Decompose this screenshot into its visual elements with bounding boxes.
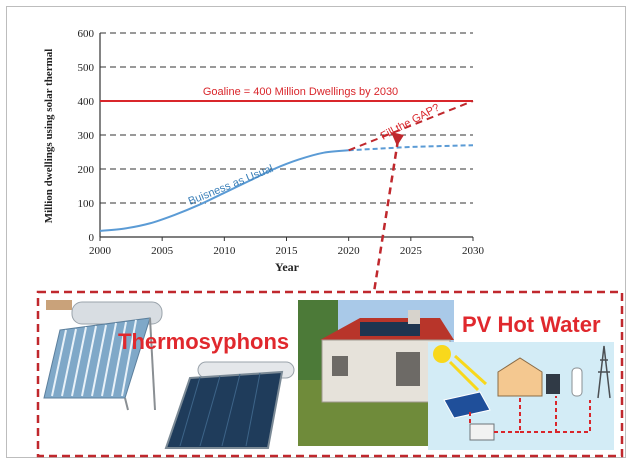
x-tick-label: 2015 [276,245,299,257]
series-line [348,100,474,152]
axes [99,33,474,241]
series-lines [99,100,474,232]
figure-frame [6,6,626,458]
series-line [348,144,474,152]
flat-plate-collector-image [164,361,295,449]
x-tick-label: 2000 [89,245,112,257]
pv-hot-water-diagram [428,342,614,450]
gap-annotation: Fill the GAP? [379,102,442,143]
y-tick-label: 0 [89,232,95,244]
y-tick-labels: 0 100 200 300 400 500 600 [78,28,95,244]
thermosyphons-label: Thermosyphons [118,329,289,354]
y-tick-label: 200 [78,164,95,176]
x-axis-title: Year [275,260,300,274]
x-tick-label: 2025 [400,245,423,257]
y-tick-label: 600 [78,28,95,40]
y-tick-label: 100 [78,198,95,210]
x-tick-label: 2020 [338,245,361,257]
pv-hot-water-label: PV Hot Water [462,312,601,337]
evacuated-tube-collector-image [43,300,163,411]
y-axis-title: Million dwellings using solar thermal [43,49,55,224]
gap-connector-arrow [372,139,400,293]
solutions-panel [36,290,624,458]
x-tick-label: 2005 [151,245,174,257]
gap-arrowhead [391,132,404,146]
goal-line-label: Goaline = 400 Million Dwellings by 2030 [203,86,398,98]
x-tick-label: 2030 [462,245,485,257]
series-line [99,149,349,232]
bau-annotation: Buisness as Usual [187,163,275,208]
y-tick-label: 400 [78,96,95,108]
x-tick-label: 2010 [213,245,236,257]
y-tick-label: 300 [78,130,95,142]
y-tick-label: 500 [78,62,95,74]
x-tick-labels: 2000 2005 2010 2015 2020 2025 2030 [89,245,485,257]
